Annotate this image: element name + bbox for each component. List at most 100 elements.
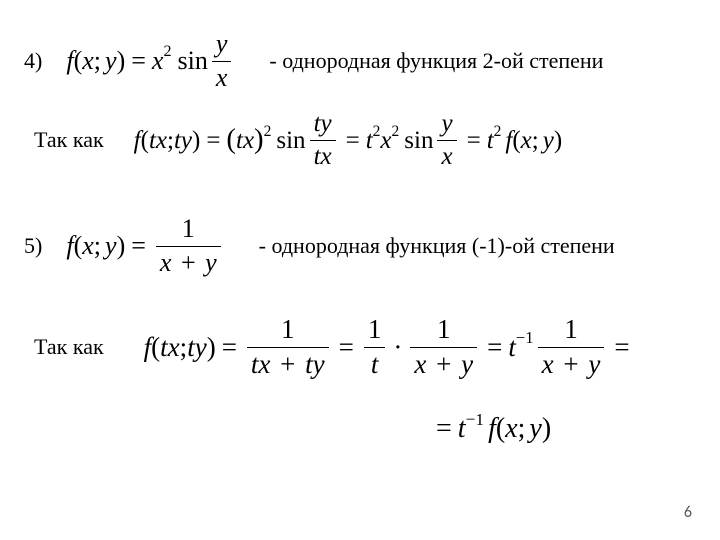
frac-1-txty: 1 tx + ty [247,315,329,379]
sym-tx: tx [149,128,167,153]
sym-x: x [82,233,94,259]
exp-2: 2 [373,124,381,140]
item5-row: 5) f ( x ; y ) = 1 x + y - однородная фу… [24,215,615,277]
den: x [212,64,232,93]
sym-x: x [521,128,532,153]
num-1: 1 [277,315,299,345]
num-1: 1 [364,315,386,345]
item5-proof-formula: f ( tx ; ty ) = 1 tx + ty = 1 t · 1 x [144,315,636,379]
paren: ) [207,334,216,361]
item5-desc: - однородная функция (-1)-ой степени [259,233,615,259]
eq: = [436,415,452,443]
paren-open: ( [74,48,83,74]
plus: + [563,349,578,379]
sym-x: x [160,248,172,277]
sym-t: t [487,128,494,153]
frac-ty-tx: ty tx [310,110,336,170]
sym-tx: tx [251,349,271,379]
sym-tx: tx [160,334,180,361]
paren: ) [542,415,551,443]
sym-y: y [543,128,554,153]
item5-proof-row: Так как f ( tx ; ty ) = 1 tx + ty = 1 t … [34,315,636,379]
item5-final-row: = t −1 f ( x ; y ) [430,415,551,443]
frac-y-over-x: y x [212,30,232,92]
exp-2: 2 [163,44,171,60]
sym-t: t [458,415,466,443]
desc-text: однородная функция 2-ой степени [282,48,603,73]
desc-text: однородная функция (-1)-ой степени [272,233,615,258]
eq: = [346,128,360,153]
exp-2: 2 [392,124,400,140]
item4-number: 4) [24,48,42,74]
den-t: t [367,350,383,380]
sym-t: t [508,334,516,361]
page-number: 6 [684,503,692,522]
sin: sin [276,128,305,153]
sym-x: x [152,48,164,74]
sep: ; [94,48,101,74]
sin: sin [404,128,433,153]
den: x [437,143,456,171]
sym-f: f [144,334,152,361]
eq: = [206,128,220,153]
frac-y-x: y x [437,110,456,170]
sym-t: t [366,128,373,153]
sep: ; [167,128,174,153]
den: tx [310,143,336,171]
sym-x: x [82,48,94,74]
sym-x: x [542,349,554,379]
frac-1-t: 1 t [364,315,386,379]
item4-desc: - однородная функция 2-ой степени [269,48,603,74]
sym-ty: ty [305,349,325,379]
eq: = [131,48,146,74]
num: y [212,30,232,59]
item4-row: 4) f ( x ; y ) = x 2 sin y x - однородна… [24,30,603,92]
sym-x: x [380,128,391,153]
big-paren: ) [254,125,264,154]
exp-2: 2 [494,124,502,140]
sym-f: f [134,128,141,153]
sep: ; [180,334,188,361]
sym-y: y [529,415,541,443]
sym-f: f [66,233,73,259]
frac-1-xpy: 1 x + y [410,315,477,379]
paren: ) [117,233,126,259]
paren: ( [141,128,149,153]
exp-m1: −1 [466,411,484,428]
paren: ( [74,233,83,259]
plus: + [181,248,196,277]
eq: = [487,334,502,361]
paren: ( [496,415,505,443]
item4-formula: f ( x ; y ) = x 2 sin y x [66,30,235,92]
paren-close: ) [117,48,126,74]
num-1: 1 [560,315,582,345]
eq: = [339,334,354,361]
paren: ) [554,128,562,153]
sin: sin [178,48,208,74]
big-paren: ( [226,125,236,154]
sym-x: x [505,415,517,443]
sym-y: y [588,349,600,379]
exp-m1: −1 [516,330,534,347]
eq: = [222,334,237,361]
sym-f: f [505,128,512,153]
den-xpy: x + y [156,249,221,278]
sym-f: f [488,415,496,443]
item4-proof-label: Так как [34,127,104,153]
exp-2: 2 [264,124,272,140]
item5-proof-label: Так как [34,334,104,360]
item5-final-formula: = t −1 f ( x ; y ) [430,415,551,443]
num-1: 1 [178,215,199,244]
item5-number: 5) [24,233,42,259]
num-1: 1 [433,315,455,345]
sym-y: y [105,233,117,259]
sym-ty: ty [187,334,207,361]
item5-formula: f ( x ; y ) = 1 x + y [66,215,224,277]
sym-ty: ty [174,128,192,153]
dash: - [269,48,282,73]
sym-y: y [461,349,473,379]
dash: - [259,233,272,258]
paren: ) [192,128,200,153]
sym-tx: tx [236,128,254,153]
plus: + [436,349,451,379]
